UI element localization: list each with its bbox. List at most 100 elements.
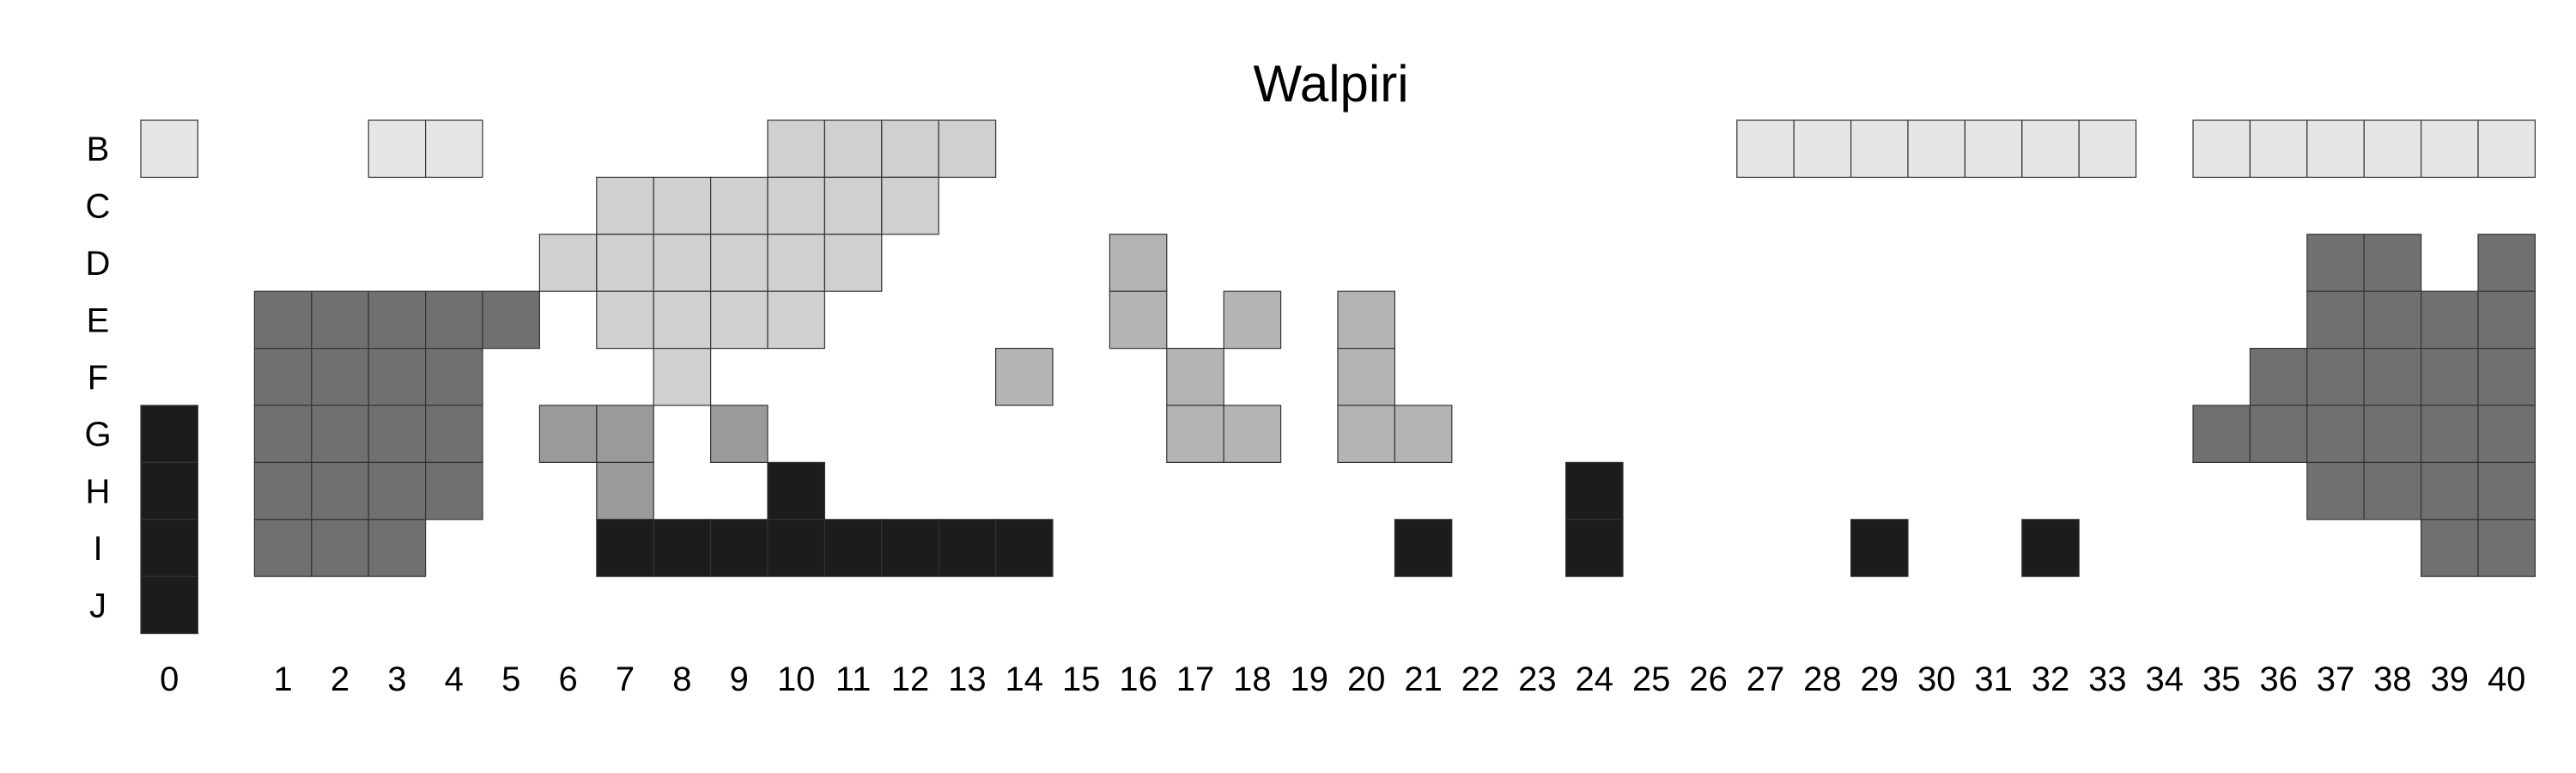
heatmap-cell-G-35 — [2192, 405, 2251, 464]
heatmap-cell-B-0 — [140, 119, 199, 179]
heatmap-cell-I-0 — [140, 519, 199, 577]
y-tick-label-F: F — [88, 359, 108, 397]
x-tick-label-16: 16 — [1119, 660, 1157, 698]
heatmap-cell-B-3 — [368, 119, 427, 179]
heatmap-cells — [140, 119, 2537, 635]
y-tick-label-J: J — [89, 587, 106, 624]
heatmap-cell-G-0 — [140, 405, 199, 464]
heatmap-cell-E-5 — [482, 290, 541, 350]
heatmap-cell-F-17 — [1166, 348, 1224, 406]
heatmap-cell-D-11 — [823, 234, 883, 292]
x-tick-label-33: 33 — [2088, 660, 2127, 698]
x-tick-label-20: 20 — [1347, 660, 1386, 698]
heatmap-cell-H-38 — [2363, 461, 2422, 520]
heatmap-cell-E-40 — [2477, 290, 2537, 350]
heatmap-cell-G-36 — [2249, 405, 2308, 464]
heatmap-cell-I-7 — [596, 519, 654, 577]
heatmap-cell-J-0 — [140, 575, 199, 635]
heatmap-cell-I-14 — [994, 519, 1054, 577]
heatmap-cell-I-21 — [1394, 519, 1453, 577]
heatmap-cell-H-40 — [2477, 461, 2537, 520]
heatmap-cell-I-24 — [1564, 519, 1624, 577]
heatmap-cell-E-16 — [1109, 290, 1168, 350]
heatmap-cell-G-1 — [253, 405, 313, 464]
x-tick-label-29: 29 — [1861, 660, 1899, 698]
y-tick-label-G: G — [84, 416, 111, 453]
heatmap-cell-I-8 — [653, 519, 712, 577]
heatmap-cell-I-39 — [2421, 519, 2479, 577]
x-tick-label-38: 38 — [2373, 660, 2412, 698]
heatmap-cell-F-20 — [1337, 348, 1396, 406]
heatmap-cell-B-29 — [1850, 119, 1909, 179]
heatmap-cell-H-3 — [368, 461, 427, 520]
heatmap-cell-H-39 — [2421, 461, 2479, 520]
heatmap-cell-G-37 — [2306, 405, 2365, 464]
heatmap-cell-D-6 — [538, 234, 598, 292]
x-tick-label-34: 34 — [2146, 660, 2184, 698]
x-axis-tick-labels: 0 1 2 3 4 5 6 7 8 9 10 11 12 13 14 15 16 17 18 19 20 21 22 23 24… — [160, 660, 2525, 698]
x-tick-label-22: 22 — [1461, 660, 1500, 698]
heatmap-cell-C-10 — [767, 176, 826, 235]
x-tick-label-3: 3 — [387, 660, 406, 698]
y-tick-label-E: E — [87, 301, 110, 339]
heatmap-cell-D-9 — [709, 234, 769, 292]
heatmap-cell-E-8 — [653, 290, 712, 350]
y-tick-label-H: H — [86, 473, 111, 511]
heatmap-cell-E-39 — [2421, 290, 2479, 350]
heatmap-cell-F-38 — [2363, 348, 2422, 406]
heatmap-cell-G-39 — [2421, 405, 2479, 464]
heatmap-cell-G-21 — [1394, 405, 1453, 464]
heatmap-cell-B-36 — [2249, 119, 2308, 179]
heatmap-cell-I-1 — [253, 519, 313, 577]
heatmap-cell-B-31 — [1964, 119, 2023, 179]
heatmap-cell-F-2 — [311, 348, 369, 406]
heatmap-cell-B-33 — [2078, 119, 2137, 179]
x-tick-label-1: 1 — [273, 660, 292, 698]
x-tick-label-27: 27 — [1747, 660, 1785, 698]
heatmap-cell-B-12 — [881, 119, 939, 179]
x-tick-label-26: 26 — [1689, 660, 1728, 698]
heatmap-cell-B-27 — [1736, 119, 1795, 179]
y-tick-label-B: B — [87, 131, 110, 168]
heatmap-cell-F-36 — [2249, 348, 2308, 406]
heatmap-cell-B-10 — [767, 119, 826, 179]
x-tick-label-28: 28 — [1803, 660, 1842, 698]
x-tick-label-4: 4 — [445, 660, 464, 698]
heatmap-cell-C-9 — [709, 176, 769, 235]
heatmap-cell-E-37 — [2306, 290, 2365, 350]
heatmap-cell-D-16 — [1109, 234, 1168, 292]
x-tick-label-7: 7 — [616, 660, 635, 698]
heatmap-cell-H-37 — [2306, 461, 2365, 520]
heatmap-cell-E-38 — [2363, 290, 2422, 350]
heatmap-cell-C-8 — [653, 176, 712, 235]
heatmap-cell-C-12 — [881, 176, 939, 235]
x-tick-label-10: 10 — [777, 660, 816, 698]
x-tick-label-31: 31 — [1974, 660, 2013, 698]
heatmap-cell-E-9 — [709, 290, 769, 350]
heatmap-cell-D-37 — [2306, 234, 2365, 292]
x-tick-label-23: 23 — [1518, 660, 1557, 698]
heatmap-cell-E-18 — [1223, 290, 1282, 350]
x-tick-label-19: 19 — [1291, 660, 1329, 698]
x-tick-label-14: 14 — [1005, 660, 1044, 698]
heatmap-cell-G-17 — [1166, 405, 1224, 464]
x-tick-label-39: 39 — [2431, 660, 2470, 698]
heatmap-cell-H-10 — [767, 461, 826, 520]
heatmap-cell-H-0 — [140, 461, 199, 520]
x-tick-label-6: 6 — [558, 660, 577, 698]
x-tick-label-2: 2 — [331, 660, 349, 698]
heatmap-cell-F-8 — [653, 348, 712, 406]
x-tick-label-24: 24 — [1576, 660, 1614, 698]
heatmap-cell-D-38 — [2363, 234, 2422, 292]
heatmap-cell-G-2 — [311, 405, 369, 464]
heatmap-cell-I-10 — [767, 519, 826, 577]
heatmap-cell-C-11 — [823, 176, 883, 235]
heatmap-cell-G-7 — [596, 405, 654, 464]
x-tick-label-21: 21 — [1404, 660, 1443, 698]
x-tick-label-17: 17 — [1176, 660, 1215, 698]
heatmap-cell-H-1 — [253, 461, 313, 520]
x-tick-label-40: 40 — [2488, 660, 2526, 698]
heatmap-cell-E-2 — [311, 290, 369, 350]
